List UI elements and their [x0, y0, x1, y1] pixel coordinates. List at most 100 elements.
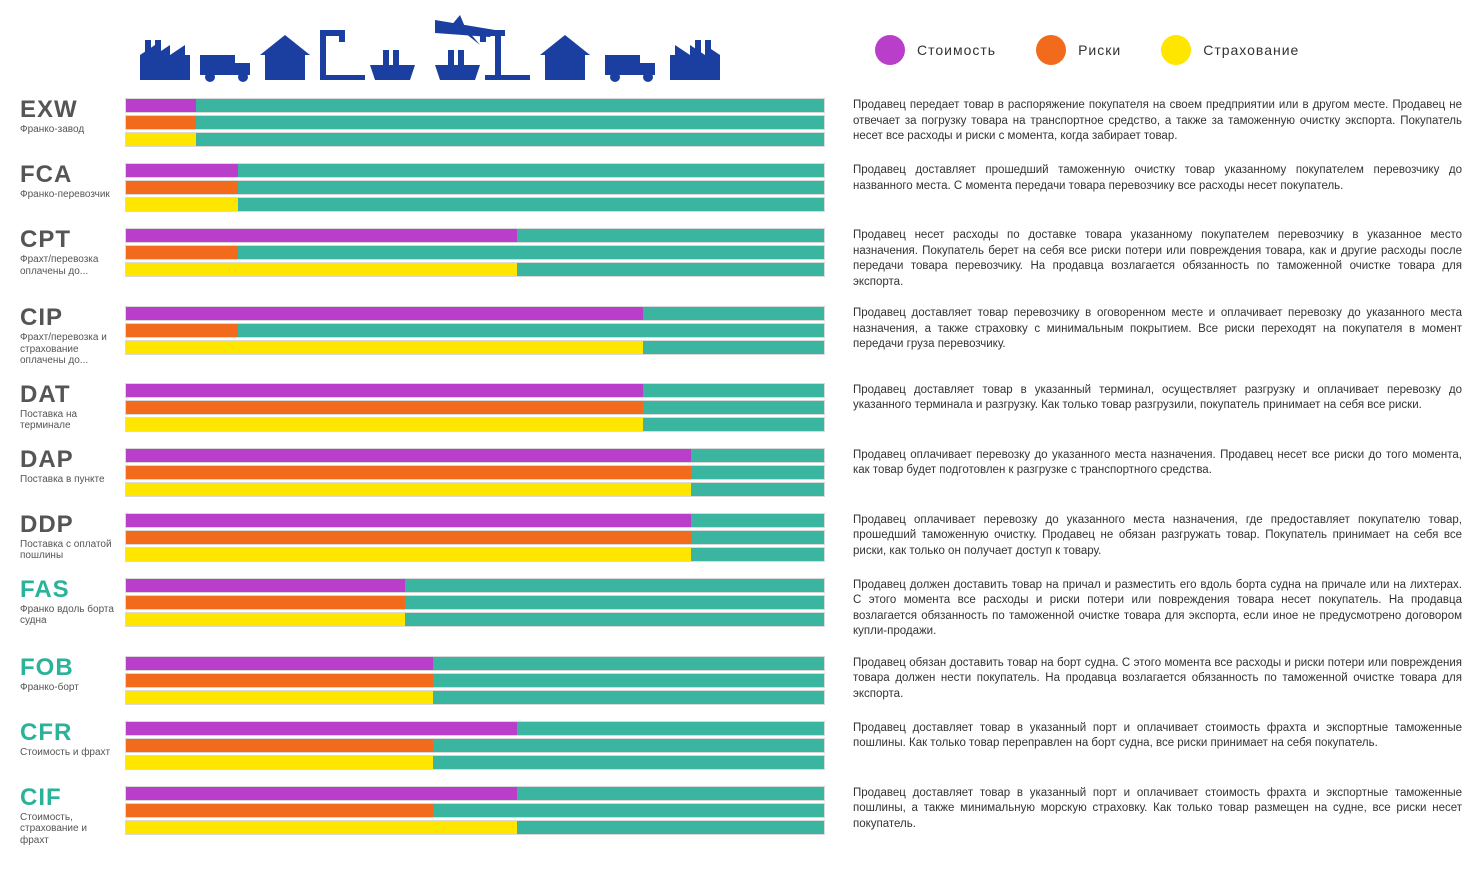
seg-seller: [126, 133, 196, 146]
term-bars: [125, 513, 825, 562]
bar-risk: [125, 400, 825, 415]
term-code: FCA: [20, 163, 117, 187]
seg-buyer: [517, 263, 824, 276]
seg-seller: [126, 324, 238, 337]
seg-seller: [126, 548, 691, 561]
seg-buyer: [433, 756, 824, 769]
term-sub: Франко-завод: [20, 124, 117, 136]
term-code: DAT: [20, 383, 117, 407]
seg-seller: [126, 756, 433, 769]
legend-item-risk: Риски: [1036, 35, 1121, 65]
seg-seller: [126, 722, 517, 735]
seg-seller: [126, 99, 196, 112]
seg-buyer: [691, 514, 824, 527]
logistics-icons: [125, 15, 825, 85]
seg-seller: [126, 613, 405, 626]
term-label: CPTФрахт/перевозка оплачены до...: [20, 228, 125, 277]
seg-seller: [126, 246, 238, 259]
bar-cost: [125, 228, 825, 243]
term-desc: Продавец доставляет товар в указанный по…: [825, 721, 1462, 752]
bar-cost: [125, 383, 825, 398]
seg-seller: [126, 341, 643, 354]
seg-seller: [126, 483, 691, 496]
term-code: FAS: [20, 578, 117, 602]
term-row-fas: FASФранко вдоль борта судна Продавец долж…: [20, 578, 1462, 640]
term-code: CIF: [20, 786, 117, 810]
term-label: CFR Стоимость и фрахт: [20, 721, 125, 759]
term-bars: [125, 306, 825, 355]
seg-buyer: [405, 579, 824, 592]
seg-seller: [126, 787, 517, 800]
legend-label-risk: Риски: [1078, 42, 1121, 58]
bar-risk: [125, 673, 825, 688]
term-bars: [125, 98, 825, 147]
seg-buyer: [405, 596, 824, 609]
seg-buyer: [691, 449, 824, 462]
term-desc: Продавец оплачивает перевозку до указанн…: [825, 448, 1462, 479]
bar-insurance: [125, 690, 825, 705]
seg-seller: [126, 263, 517, 276]
legend-item-insurance: Страхование: [1161, 35, 1299, 65]
term-bars: [125, 786, 825, 835]
term-code: CFR: [20, 721, 117, 745]
seg-seller: [126, 116, 196, 129]
seg-seller: [126, 198, 238, 211]
seg-buyer: [433, 804, 824, 817]
term-desc: Продавец несет расходы по доставке товар…: [825, 228, 1462, 290]
term-row-ddp: DDPПоставка с оплатой пошлиныПродавец оп…: [20, 513, 1462, 562]
term-row-dat: DATПоставка на терминалеПродавец доставл…: [20, 383, 1462, 432]
term-code: DDP: [20, 513, 117, 537]
bar-risk: [125, 323, 825, 338]
term-row-dap: DAPПоставка в пункте Продавец оплачивает …: [20, 448, 1462, 497]
bar-risk: [125, 465, 825, 480]
term-code: DAP: [20, 448, 117, 472]
seg-buyer: [643, 418, 824, 431]
bar-insurance: [125, 755, 825, 770]
seg-buyer: [433, 674, 824, 687]
seg-seller: [126, 691, 433, 704]
seg-buyer: [643, 401, 824, 414]
seg-buyer: [196, 116, 824, 129]
seg-seller: [126, 181, 238, 194]
bar-risk: [125, 245, 825, 260]
seg-seller: [126, 466, 691, 479]
bar-insurance: [125, 340, 825, 355]
seg-buyer: [691, 548, 824, 561]
term-label: DAPПоставка в пункте: [20, 448, 125, 486]
term-bars: [125, 448, 825, 497]
bar-insurance: [125, 612, 825, 627]
seg-seller: [126, 657, 433, 670]
term-sub: Фрахт/перевозка оплачены до...: [20, 254, 117, 277]
term-row-cfr: CFR Стоимость и фрахт Продавец доставляет …: [20, 721, 1462, 770]
seg-seller: [126, 307, 643, 320]
term-desc: Продавец передает товар в распоряжение п…: [825, 98, 1462, 145]
seg-buyer: [691, 531, 824, 544]
seg-buyer: [238, 164, 824, 177]
bar-insurance: [125, 197, 825, 212]
term-desc: Продавец доставляет прошедший таможенную…: [825, 163, 1462, 194]
seg-seller: [126, 674, 433, 687]
term-label: CIFСтоимость, страхование и фрахт: [20, 786, 125, 847]
term-label: DDPПоставка с оплатой пошлины: [20, 513, 125, 562]
legend-label-cost: Стоимость: [917, 42, 996, 58]
term-row-cip: CIPФрахт/перевозка и страхование оплачен…: [20, 306, 1462, 367]
term-sub: Стоимость, страхование и фрахт: [20, 812, 117, 847]
seg-seller: [126, 164, 238, 177]
term-sub: Франко вдоль борта судна: [20, 604, 117, 627]
seg-buyer: [196, 133, 824, 146]
term-row-exw: EXW Франко-завод Продавец передает товар в…: [20, 98, 1462, 147]
bar-cost: [125, 656, 825, 671]
term-code: EXW: [20, 98, 117, 122]
seg-buyer: [517, 722, 824, 735]
legend-dot-cost: [875, 35, 905, 65]
seg-buyer: [691, 466, 824, 479]
term-desc: Продавец должен доставить товар на прича…: [825, 578, 1462, 640]
term-label: FCAФранко-перевозчик: [20, 163, 125, 201]
legend-dot-risk: [1036, 35, 1066, 65]
seg-buyer: [433, 691, 824, 704]
term-sub: Поставка с оплатой пошлины: [20, 539, 117, 562]
term-bars: [125, 228, 825, 277]
bar-insurance: [125, 482, 825, 497]
term-label: DATПоставка на терминале: [20, 383, 125, 432]
term-sub: Стоимость и фрахт: [20, 747, 117, 759]
